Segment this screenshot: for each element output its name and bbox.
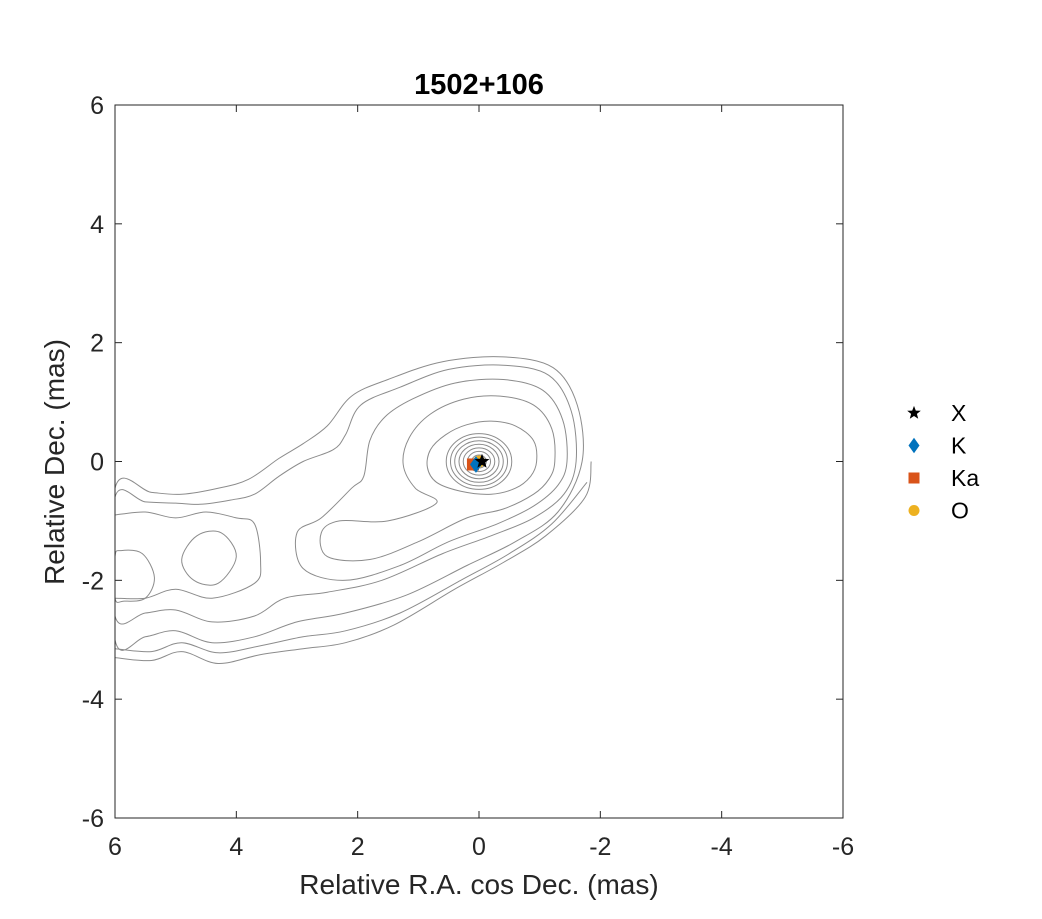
y-axis-label: Relative Dec. (mas) [39,339,70,585]
x-tick-label: -4 [711,833,733,861]
contour-group [115,356,592,665]
contour-ring [449,436,509,487]
legend-label: K [951,433,967,459]
contour-layer [115,356,592,665]
y-tick-label: 6 [90,92,104,120]
contour-line [115,356,584,651]
contour-line [426,420,538,495]
contour-line [115,549,155,603]
y-tick-label: -6 [82,805,104,833]
contour-line [319,395,556,562]
y-tick-label: 0 [90,449,104,477]
y-tick-label: -2 [82,567,104,595]
contour-line [115,461,592,665]
legend-item-x: X [907,400,966,426]
legend-label: O [951,498,969,524]
legend-marker-star [907,405,921,419]
contour-line [181,530,237,586]
x-tick-label: -2 [589,833,611,861]
x-axis-label: Relative R.A. cos Dec. (mas) [299,869,658,900]
contour-ring [445,433,513,490]
legend: XK Ka O [907,400,979,524]
legend-marker-diamond [908,437,920,454]
legend-label: X [951,400,966,426]
data-point-x [474,453,490,468]
contour-line [294,378,568,581]
x-tick-label: 0 [472,833,486,861]
legend-item-o: O [908,498,969,524]
x-tick-label: 4 [229,833,243,861]
y-tick-label: 4 [90,211,104,239]
legend-marker-square [908,472,920,484]
contour-line [115,481,588,654]
x-tick-label: -6 [832,833,854,861]
chart-title: 1502+106 [414,69,544,101]
data-point-k [469,456,482,473]
legend-label: Ka [951,465,979,491]
x-tick-label: 6 [108,833,122,861]
legend-item-k: K [908,433,967,459]
contour-ring [462,447,496,476]
contour-ring [454,440,504,483]
legend-marker-circle [908,505,920,516]
x-tick-label: 2 [351,833,365,861]
y-tick-label: -4 [82,686,104,714]
y-tick-label: 2 [90,330,104,358]
contour-line [115,511,262,600]
contour-ring [458,443,500,480]
contour-line [115,364,577,625]
marker-layer [466,453,490,473]
legend-item-ka: Ka [908,465,979,491]
